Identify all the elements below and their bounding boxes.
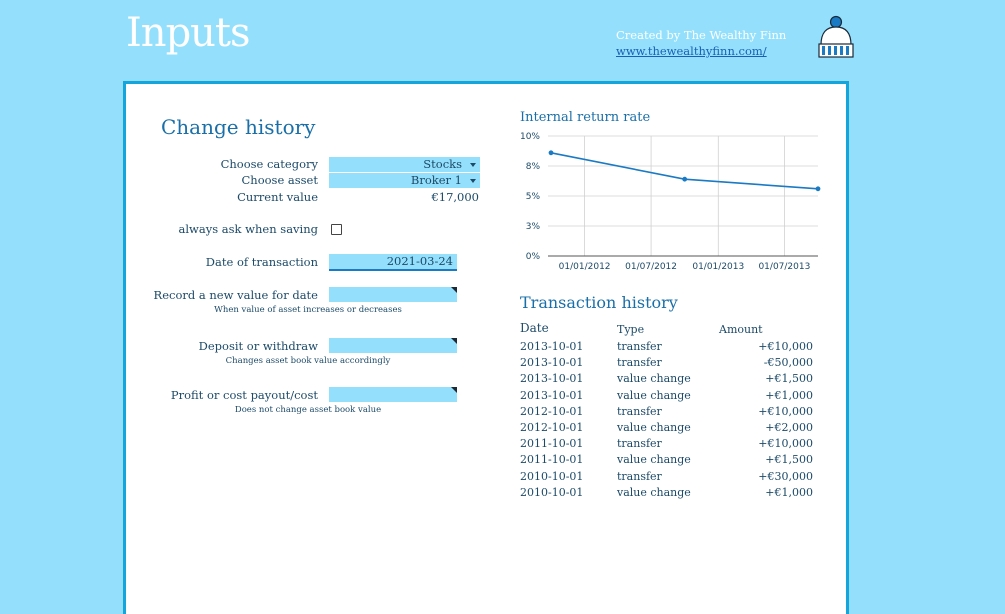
row-type: value change <box>617 421 691 434</box>
row-date: 2012-10-01 <box>520 404 584 418</box>
deposit-input[interactable] <box>329 338 457 353</box>
new-value-hint: When value of asset increases or decreas… <box>214 305 402 315</box>
row-date: 2011-10-01 <box>520 453 584 467</box>
row-date: 2013-10-01 <box>520 372 584 386</box>
col-date: Date <box>520 321 549 335</box>
col-type: Type <box>617 323 645 336</box>
series-line <box>550 152 819 190</box>
row-date: 2013-10-01 <box>520 356 584 370</box>
row-date: 2013-10-01 <box>520 388 584 402</box>
main-panel <box>123 81 849 614</box>
table-row: 2010-10-01 value change +€1,000 <box>520 486 820 502</box>
row-date: 2010-10-01 <box>520 469 584 483</box>
comment-marker <box>451 338 457 344</box>
table-row: 2013-10-01 value change +€1,000 <box>520 389 820 405</box>
x-tick-label: 01/01/2012 <box>559 262 611 272</box>
table-row: 2010-10-01 transfer +€30,000 <box>520 470 820 486</box>
row-date: 2013-10-01 <box>520 340 584 353</box>
profit-hint: Does not change asset book value <box>234 405 382 415</box>
profit-input[interactable] <box>329 387 457 402</box>
page-title: Inputs <box>126 10 251 56</box>
col-amount: Amount <box>719 323 763 336</box>
y-tick-label: 10% <box>520 132 540 142</box>
x-tick-label: 01/07/2012 <box>625 262 677 272</box>
category-value: Stocks <box>423 157 462 171</box>
row-type: transfer <box>617 437 662 451</box>
category-label: Choose category <box>220 157 318 171</box>
row-date: 2012-10-01 <box>520 421 584 434</box>
data-point <box>548 150 554 156</box>
deposit-label: Deposit or withdraw <box>198 339 318 353</box>
row-amount: +€10,000 <box>758 340 813 353</box>
deposit-hint: Changes asset book value accordingly <box>225 356 391 366</box>
credit-text: Created by The Wealthy Finn <box>616 28 787 42</box>
row-amount: +€10,000 <box>758 437 813 451</box>
credit: Created by The Wealthy Finn www.thewealt… <box>616 27 786 59</box>
row-type: transfer <box>617 340 662 353</box>
data-point <box>815 186 821 192</box>
y-tick-label: 5% <box>526 192 541 202</box>
x-tick-label: 01/07/2013 <box>758 262 810 272</box>
new-value-input[interactable] <box>329 287 457 302</box>
row-amount: +€2,000 <box>765 421 813 434</box>
category-select[interactable]: Stocks <box>329 157 480 172</box>
asset-select[interactable]: Broker 1 <box>329 173 480 188</box>
table-row: 2013-10-01 value change +€1,500 <box>520 372 820 388</box>
table-row: 2011-10-01 transfer +€10,000 <box>520 437 820 453</box>
credit-link[interactable]: www.thewealthyfinn.com/ <box>616 44 767 58</box>
row-type: transfer <box>617 356 662 370</box>
row-date: 2010-10-01 <box>520 485 584 499</box>
return-rate-chart-svg: 10% 8% 5% 3% 0% 01/01/2012 01/07/2012 01/01/201… <box>520 132 821 272</box>
row-date: 2011-10-01 <box>520 437 584 451</box>
y-tick-label: 3% <box>526 222 541 232</box>
table-row: 2012-10-01 value change +€2,000 <box>520 421 820 437</box>
chevron-down-icon <box>470 179 476 183</box>
current-value: €17,000 <box>431 190 479 204</box>
comment-marker <box>451 387 457 393</box>
profit-label: Profit or cost payout/cost <box>170 388 318 402</box>
data-point <box>682 176 688 182</box>
transaction-history-title: Transaction history <box>520 293 678 312</box>
row-type: transfer <box>617 404 662 418</box>
y-tick-label: 8% <box>526 162 541 172</box>
row-type: value change <box>617 372 691 386</box>
always-ask-checkbox[interactable] <box>331 224 342 235</box>
row-type: transfer <box>617 469 662 483</box>
always-ask-label: always ask when saving <box>178 222 319 236</box>
asset-value: Broker 1 <box>410 173 462 187</box>
comment-marker <box>451 287 457 293</box>
table-row: 2013-10-01 transfer +€10,000 <box>520 340 820 356</box>
row-type: value change <box>617 485 691 499</box>
row-type: value change <box>617 453 691 467</box>
winter-hat-icon <box>816 15 856 59</box>
asset-label: Choose asset <box>241 173 318 187</box>
date-input[interactable]: 2021-03-24 <box>329 254 457 271</box>
row-amount: +€30,000 <box>758 469 813 483</box>
table-row: 2013-10-01 transfer -€50,000 <box>520 356 820 372</box>
current-value-label: Current value <box>237 190 318 204</box>
table-row: 2011-10-01 value change +€1,500 <box>520 453 820 469</box>
new-value-label: Record a new value for date <box>153 288 318 302</box>
row-amount: +€1,000 <box>765 485 813 499</box>
date-label: Date of transaction <box>205 255 318 269</box>
row-type: value change <box>617 388 691 402</box>
return-rate-chart: 10% 8% 5% 3% 0% 01/01/2012 01/07/2012 01/01/201… <box>516 126 826 276</box>
change-history-title: Change history <box>161 115 316 139</box>
row-amount: +€1,000 <box>765 388 813 402</box>
y-tick-label: 0% <box>526 252 541 262</box>
row-amount: +€1,500 <box>765 453 813 467</box>
x-tick-label: 01/01/2013 <box>692 262 744 272</box>
chevron-down-icon <box>470 163 476 167</box>
chart-title: Internal return rate <box>520 110 651 125</box>
table-row: 2012-10-01 transfer +€10,000 <box>520 405 820 421</box>
row-amount: -€50,000 <box>763 356 813 370</box>
row-amount: +€10,000 <box>758 404 813 418</box>
row-amount: +€1,500 <box>765 372 813 386</box>
